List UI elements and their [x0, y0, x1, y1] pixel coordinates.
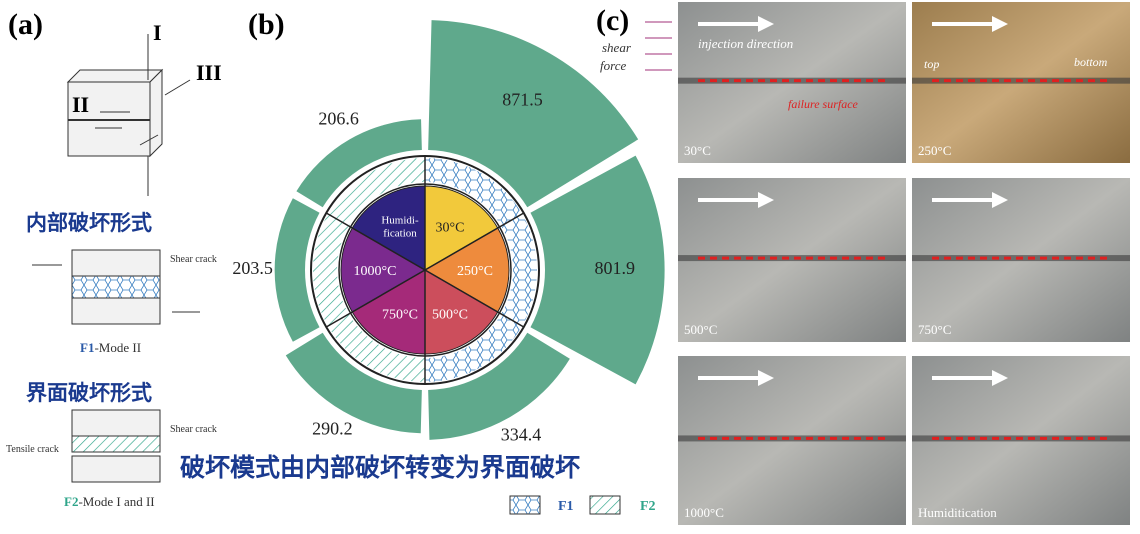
legend: F1 F2 — [509, 495, 656, 515]
divider — [424, 269, 525, 328]
sector-label: 30°C — [436, 221, 465, 236]
bar — [285, 332, 422, 434]
caption: F1-Mode II — [80, 340, 141, 355]
panel-label: (a) — [8, 8, 43, 41]
caption-text: -Mode II — [94, 340, 141, 355]
conclusion: 破坏模式由内部破坏转变为界面破坏 — [180, 453, 580, 482]
photo-label: 750°C — [918, 322, 951, 337]
photo-label: 1000°C — [684, 505, 724, 520]
caption-text: -Mode I and II — [78, 494, 154, 509]
ring-segment — [425, 314, 522, 382]
shear-label: force — [600, 58, 626, 73]
sector-label: 500°C — [432, 307, 468, 322]
legend-label: F1 — [558, 499, 574, 514]
axis-label: I — [153, 20, 162, 45]
photo-label: 500°C — [684, 322, 717, 337]
annotation: top — [924, 57, 939, 71]
divider — [325, 212, 426, 271]
sector — [340, 227, 426, 313]
crack-label: Shear crack — [170, 424, 217, 435]
sector-label-line: Humidi- — [381, 215, 419, 227]
value-label: 334.4 — [501, 424, 542, 444]
caption: F2-Mode I and II — [64, 494, 155, 509]
sector-label-line: fication — [383, 228, 417, 240]
legend-swatch — [509, 495, 541, 515]
sector-label: 750°C — [382, 307, 418, 322]
bar — [428, 332, 570, 440]
sector-label: Humidi-fication — [381, 215, 419, 240]
photo-label: 30°C — [684, 143, 711, 158]
sector — [424, 185, 499, 271]
sector — [351, 185, 426, 271]
sector-label: 1000°C — [354, 264, 397, 279]
arrow-head — [992, 192, 1008, 208]
bar — [274, 198, 320, 342]
axis-label: III — [196, 60, 222, 85]
legend-swatch — [589, 495, 621, 515]
ring-segment — [313, 214, 349, 326]
shear-label: shear — [602, 40, 632, 55]
value-label: 871.5 — [502, 89, 543, 109]
arrow-head — [758, 370, 774, 386]
ring-segment — [501, 214, 538, 326]
panel-label: (b) — [248, 8, 285, 41]
bar — [296, 119, 422, 208]
sector — [351, 269, 426, 355]
value-label: 801.9 — [595, 258, 636, 278]
value-label: 203.5 — [232, 258, 273, 278]
arrow-head — [992, 370, 1008, 386]
annotation: failure surface — [788, 97, 859, 111]
ring-segment — [328, 314, 425, 382]
sector-label: 250°C — [457, 264, 493, 279]
annotation: bottom — [1074, 55, 1108, 69]
photo-label: Humiditication — [918, 505, 997, 520]
schematic-block — [66, 34, 191, 196]
polar-chart: 871.5 30°C 801.9 250°C 334.4 500°C 290.2 750°C 2… — [232, 20, 665, 444]
f1-diagram — [32, 249, 200, 325]
divider — [325, 269, 426, 328]
sector — [424, 269, 499, 355]
legend-label: F2 — [640, 499, 656, 514]
sector — [424, 227, 510, 313]
panel-label: (c) — [596, 4, 629, 37]
caption-code: F1 — [80, 340, 94, 355]
section-title: 界面破坏形式 — [26, 381, 152, 405]
caption-code: F2 — [64, 494, 78, 509]
section-title: 内部破坏形式 — [26, 211, 152, 235]
crack-label: Shear crack — [170, 254, 217, 265]
value-label: 290.2 — [312, 419, 353, 439]
crack-label: Tensile crack — [6, 444, 59, 455]
bar — [530, 155, 665, 385]
photo-grid: 30°C 250°C 500°C 750°C 1000°C Humiditication — [678, 2, 1130, 525]
ring-segment — [328, 158, 425, 226]
photo-gap — [678, 435, 906, 442]
photo-label: 250°C — [918, 143, 951, 158]
value-label: 206.6 — [318, 108, 359, 128]
f2-diagram — [71, 409, 161, 483]
photo-gap — [678, 77, 906, 84]
annotation: injection direction — [698, 36, 793, 51]
bar — [428, 20, 639, 208]
arrow-head — [992, 16, 1008, 32]
axis-label: II — [72, 92, 89, 117]
ring-segment — [425, 158, 522, 226]
divider — [424, 212, 525, 271]
shear-arrows — [645, 21, 672, 71]
photo-gap — [678, 255, 906, 262]
arrow-head — [758, 16, 774, 32]
arrow-head — [758, 192, 774, 208]
